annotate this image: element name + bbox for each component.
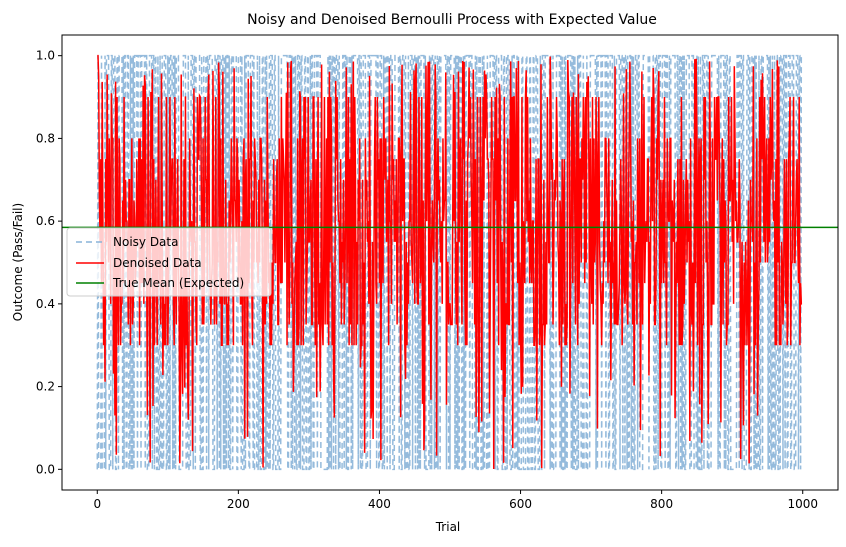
y-tick-label: 0.8	[36, 131, 55, 145]
x-tick-label: 0	[93, 497, 101, 511]
x-tick-label: 1000	[787, 497, 818, 511]
y-tick-label: 0.6	[36, 214, 55, 228]
axes-frame	[61, 34, 839, 491]
axes: 0 200 400 600 800 1000 0.0 0.2 0.4 0.6 0.8 1.0	[36, 34, 839, 511]
y-axis-title: Outcome (Pass/Fail)	[11, 203, 25, 321]
chart-title: Noisy and Denoised Bernoulli Process wit…	[247, 12, 657, 28]
legend-denoised-label: Denoised Data	[113, 256, 202, 270]
denoised-data-line	[97, 54, 803, 469]
y-tick-label: 0.2	[36, 380, 55, 394]
legend-mean-label: True Mean (Expected)	[112, 276, 244, 290]
legend-noisy-label: Noisy Data	[113, 235, 178, 249]
legend: Noisy Data Denoised Data True Mean (Expe…	[66, 227, 272, 297]
plot-area	[62, 54, 838, 471]
legend-frame	[66, 227, 272, 297]
x-axis-title: Trial	[435, 520, 461, 534]
x-tick-label: 600	[509, 497, 532, 511]
y-tick-label: 0.4	[36, 297, 55, 311]
y-tick-label: 0.0	[36, 462, 55, 476]
x-tick-label: 800	[650, 497, 673, 511]
x-tick-label: 200	[227, 497, 250, 511]
x-tick-label: 400	[368, 497, 391, 511]
y-tick-label: 1.0	[36, 49, 55, 63]
